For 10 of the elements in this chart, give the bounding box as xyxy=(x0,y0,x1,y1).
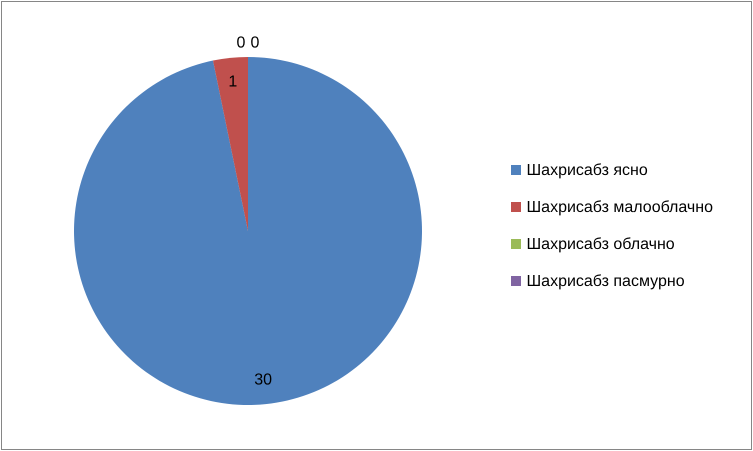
legend-label: Шахрисабз ясно xyxy=(526,160,648,180)
data-label: 1 xyxy=(228,74,238,91)
legend-label: Шахрисабз облачно xyxy=(526,234,675,254)
legend-label: Шахрисабз пасмурно xyxy=(526,272,685,292)
text: 0 xyxy=(236,34,246,52)
data-label: 30 xyxy=(254,371,272,388)
pie-slice xyxy=(74,57,422,405)
pie-slice xyxy=(212,57,248,231)
text: 0 xyxy=(250,34,260,52)
legend-label: Шахрисабз малооблачно xyxy=(526,198,713,218)
